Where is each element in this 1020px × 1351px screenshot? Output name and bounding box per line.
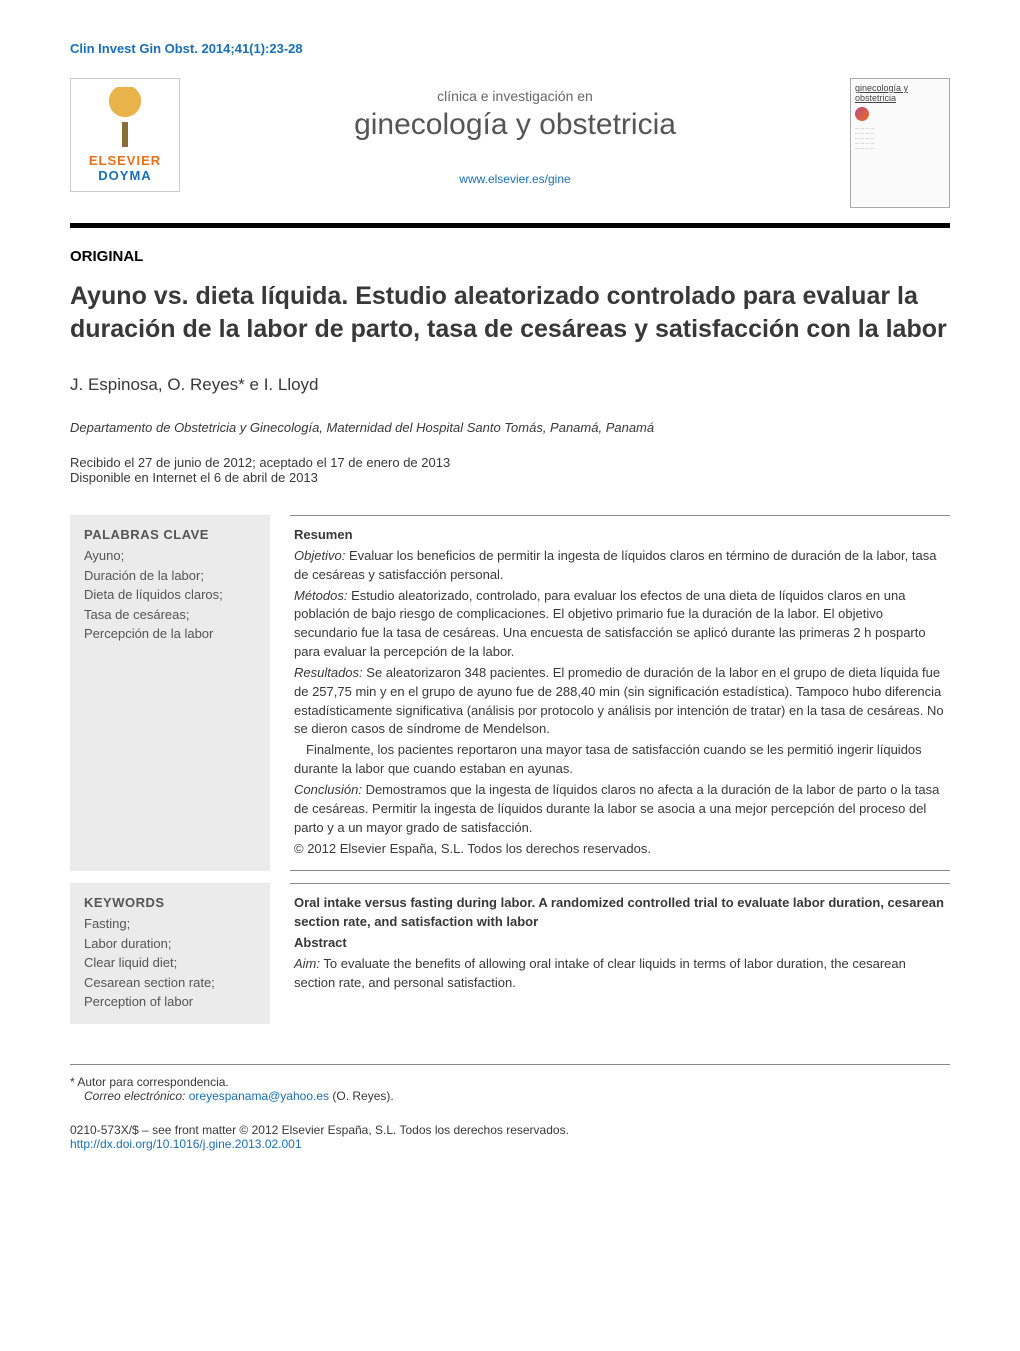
correspondence-footer: * Autor para correspondencia. Correo ele…	[70, 1064, 950, 1103]
correspondence-label: * Autor para correspondencia.	[70, 1075, 950, 1089]
journal-title-block: clínica e investigación en ginecología y…	[180, 78, 850, 186]
keywords-box-spanish: PALABRAS CLAVE Ayuno; Duración de la lab…	[70, 515, 270, 871]
journal-cover-thumbnail: ginecología y obstetricia — — — —— — — —…	[850, 78, 950, 208]
english-title: Oral intake versus fasting during labor.…	[294, 894, 946, 932]
correspondence-email-link[interactable]: oreyespanama@yahoo.es	[189, 1089, 329, 1103]
cover-title: ginecología y obstetricia	[855, 83, 945, 103]
keywords-list-es: Ayuno; Duración de la labor; Dieta de lí…	[84, 546, 256, 644]
email-label: Correo electrónico:	[84, 1089, 185, 1103]
header-rule	[70, 227, 950, 228]
cover-lines-placeholder: — — — —— — — —— — — —— — — —— — — —	[855, 125, 945, 150]
conclusion-label: Conclusión:	[294, 782, 362, 797]
abstract-section-english: KEYWORDS Fasting; Labor duration; Clear …	[70, 883, 950, 1024]
abstract-heading-en: Abstract	[294, 935, 347, 950]
journal-superscript: clínica e investigación en	[180, 88, 850, 104]
issn-line: 0210-573X/$ – see front matter © 2012 El…	[70, 1123, 950, 1137]
journal-url-link[interactable]: www.elsevier.es/gine	[180, 172, 850, 186]
bottom-metadata: 0210-573X/$ – see front matter © 2012 El…	[70, 1123, 950, 1151]
publisher-logo: ELSEVIER DOYMA	[70, 78, 180, 192]
results-p2: Finalmente, los pacientes reportaron una…	[294, 741, 946, 779]
doi-link[interactable]: http://dx.doi.org/10.1016/j.gine.2013.02…	[70, 1137, 302, 1151]
publisher-name-2: DOYMA	[75, 168, 175, 183]
objective-text: Evaluar los beneficios de permitir la in…	[294, 548, 936, 582]
received-date: Recibido el 27 de junio de 2012; aceptad…	[70, 455, 950, 470]
authors: J. Espinosa, O. Reyes* e I. Lloyd	[70, 375, 950, 395]
journal-name: ginecología y obstetricia	[180, 108, 850, 142]
keywords-list-en: Fasting; Labor duration; Clear liquid di…	[84, 914, 256, 1012]
results-label: Resultados:	[294, 665, 363, 680]
article-type: ORIGINAL	[70, 248, 950, 265]
objective-label: Objetivo:	[294, 548, 345, 563]
cover-swatch-icon	[855, 107, 869, 121]
citation-link[interactable]: Clin Invest Gin Obst. 2014;41(1):23-28	[70, 41, 303, 56]
article-title: Ayuno vs. dieta líquida. Estudio aleator…	[70, 280, 950, 345]
resumen-heading: Resumen	[294, 527, 353, 542]
publisher-name-1: ELSEVIER	[75, 153, 175, 168]
keywords-box-english: KEYWORDS Fasting; Labor duration; Clear …	[70, 883, 270, 1024]
conclusion-text: Demostramos que la ingesta de líquidos c…	[294, 782, 939, 835]
online-date: Disponible en Internet el 6 de abril de …	[70, 470, 950, 485]
abstract-section-spanish: PALABRAS CLAVE Ayuno; Duración de la lab…	[70, 515, 950, 871]
results-text: Se aleatorizaron 348 pacientes. El prome…	[294, 665, 944, 737]
abstract-body-english: Oral intake versus fasting during labor.…	[290, 883, 950, 1024]
keywords-heading-en: KEYWORDS	[84, 895, 256, 910]
abstract-body-spanish: Resumen Objetivo: Evaluar los beneficios…	[290, 515, 950, 871]
methods-text: Estudio aleatorizado, controlado, para e…	[294, 588, 926, 660]
article-dates: Recibido el 27 de junio de 2012; aceptad…	[70, 455, 950, 485]
elsevier-tree-icon	[95, 87, 155, 147]
methods-label: Métodos:	[294, 588, 347, 603]
aim-label: Aim:	[294, 956, 320, 971]
journal-header: ELSEVIER DOYMA clínica e investigación e…	[70, 78, 950, 227]
aim-text: To evaluate the benefits of allowing ora…	[294, 956, 906, 990]
email-author-name: (O. Reyes).	[332, 1089, 393, 1103]
copyright-es: © 2012 Elsevier España, S.L. Todos los d…	[294, 840, 946, 859]
keywords-heading-es: PALABRAS CLAVE	[84, 527, 256, 542]
affiliation: Departamento de Obstetricia y Ginecologí…	[70, 420, 950, 435]
